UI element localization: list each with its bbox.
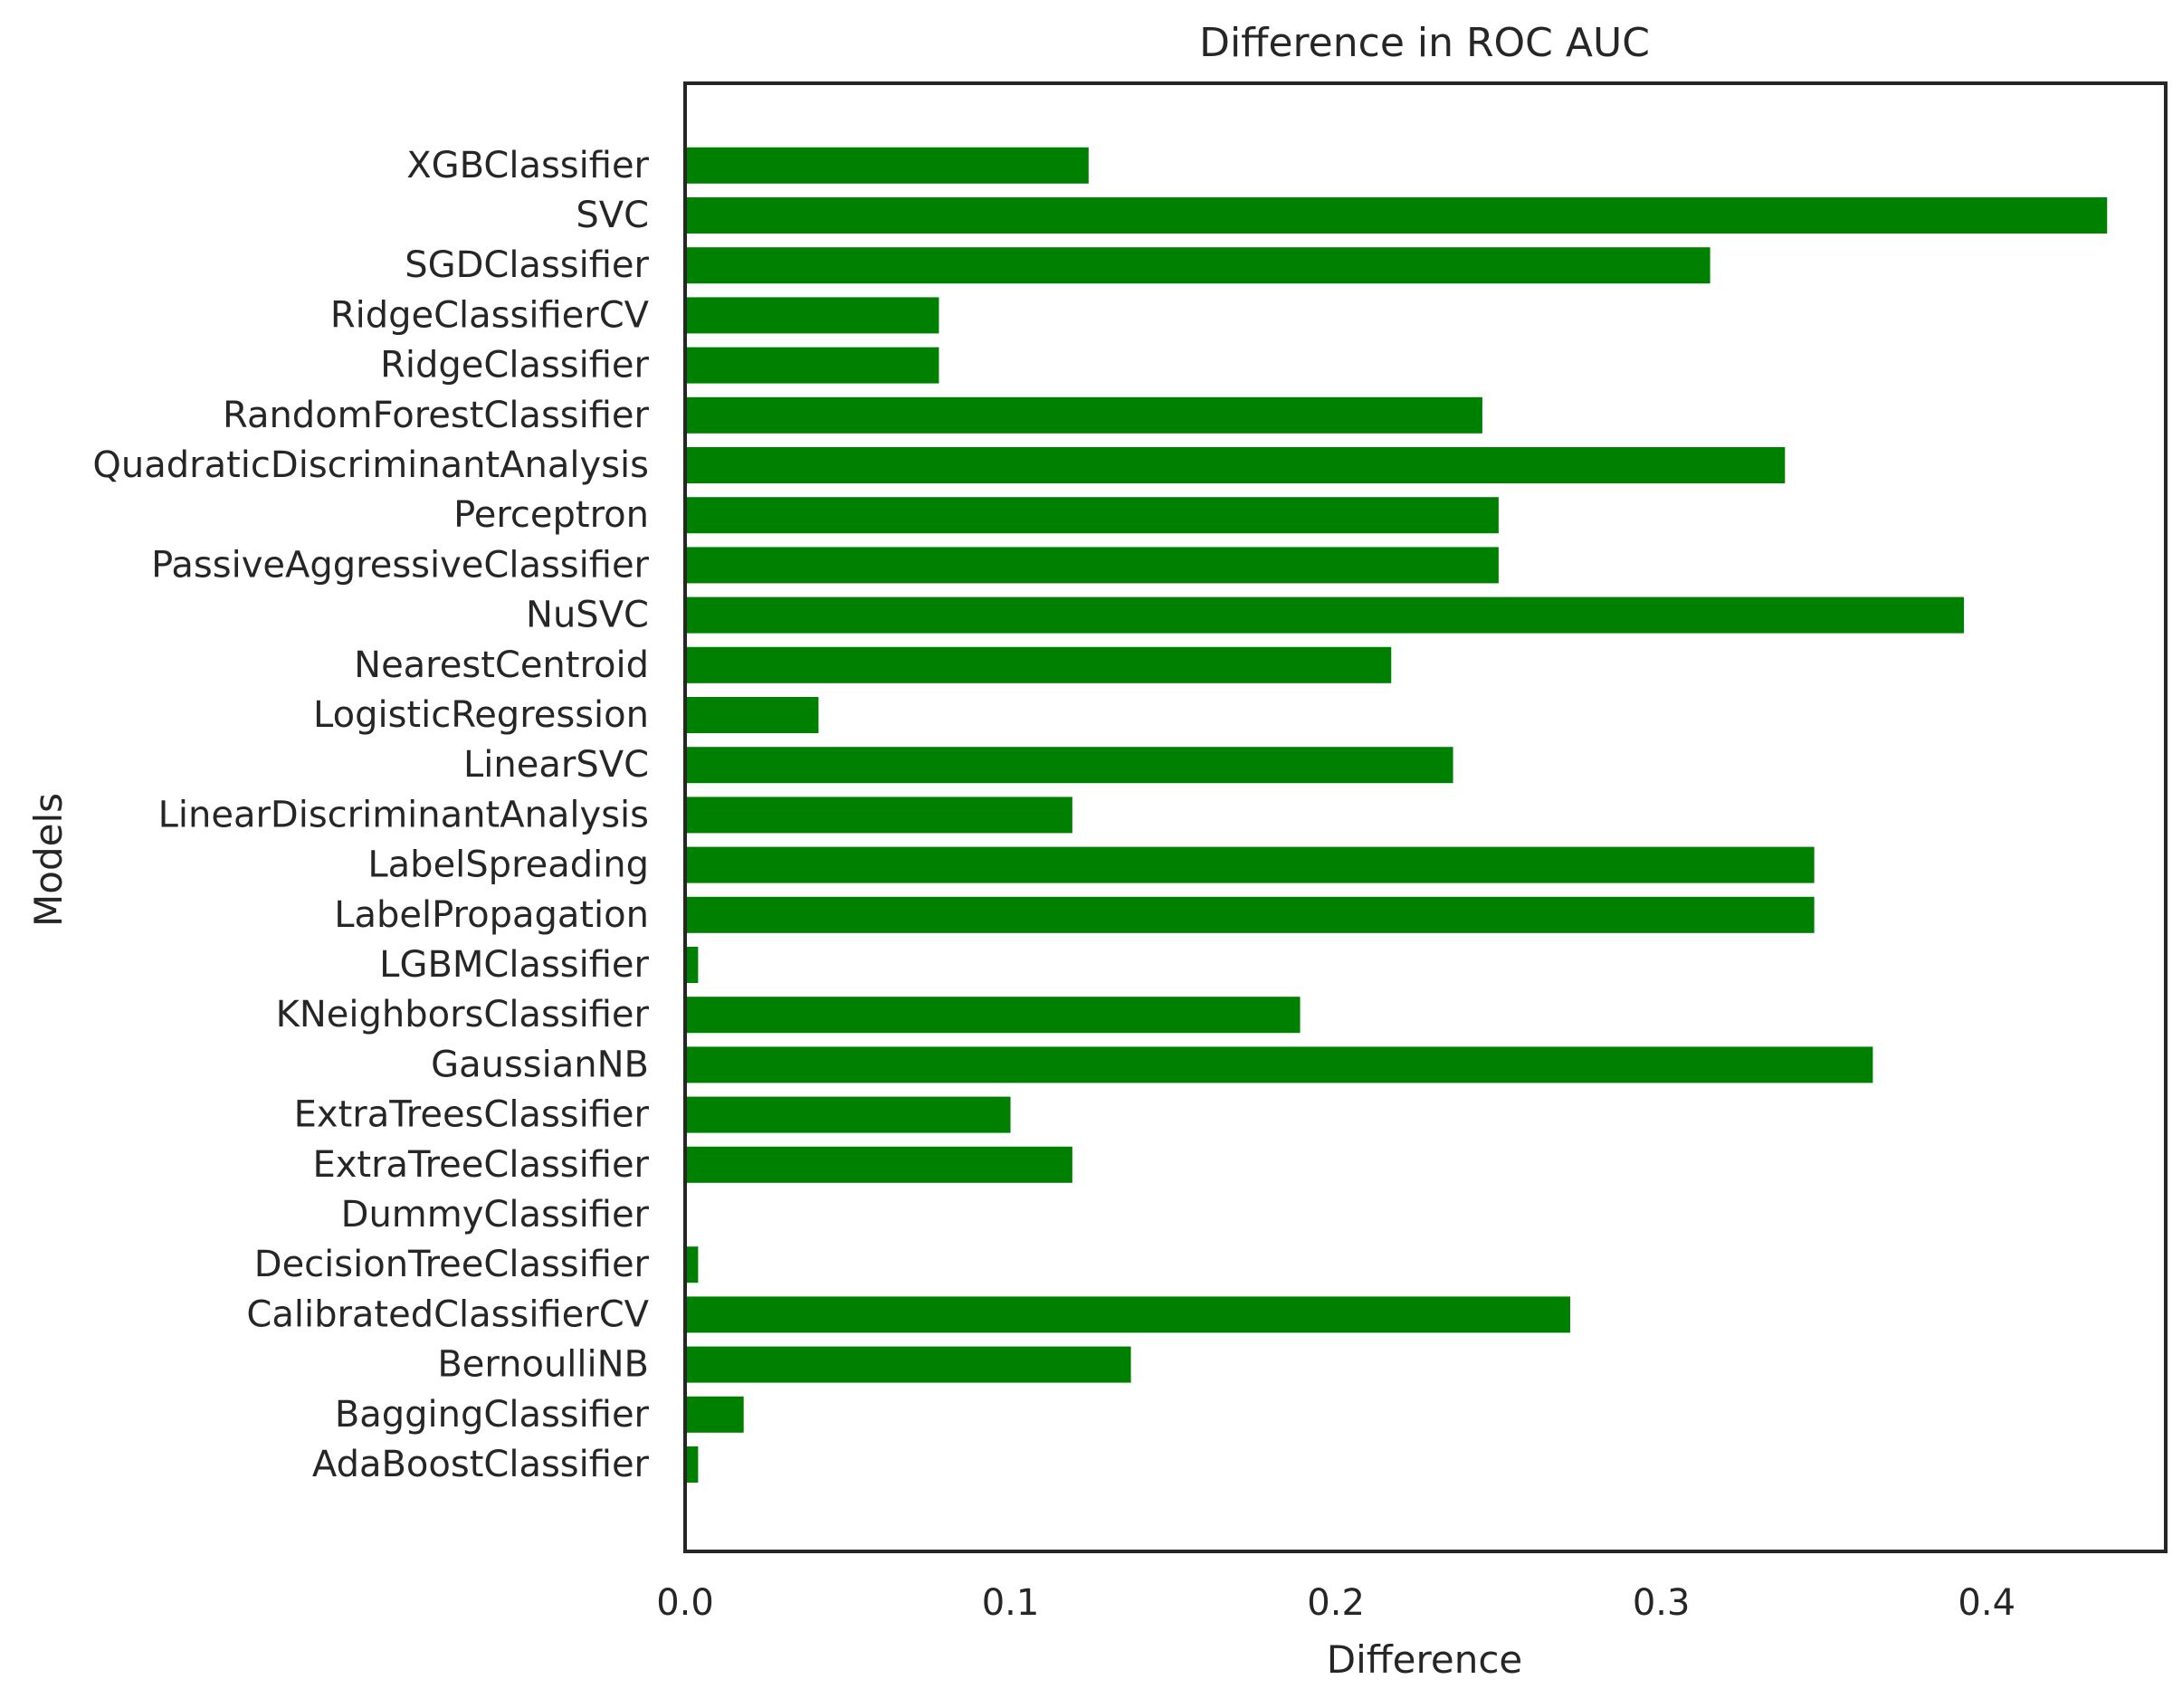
bar [685,1146,1072,1183]
bar [685,1446,699,1483]
y-tick-label: BaggingClassifier [335,1394,650,1436]
y-tick-label: RandomForestClassifier [223,395,650,436]
bar [685,447,1786,483]
y-tick-label: XGBClassifier [406,145,649,186]
x-tick-label: 0.3 [1633,1582,1691,1624]
y-tick-label: NearestCentroid [354,644,649,686]
bar [685,797,1072,834]
bar [685,997,1301,1034]
bar [685,896,1815,933]
bar [685,497,1499,534]
y-tick-label: DecisionTreeClassifier [254,1244,650,1285]
y-tick-label: LabelPropagation [334,894,649,936]
x-tick-label: 0.0 [656,1582,714,1624]
bar [685,147,1089,184]
y-tick-label: LogisticRegression [313,694,649,736]
y-tick-label: DummyClassifier [341,1194,650,1236]
bar [685,1246,699,1283]
bar [685,947,699,983]
y-tick-labels: AdaBoostClassifier BaggingClassifier Berno… [92,145,649,1485]
y-tick-label: RidgeClassifier [380,345,649,386]
x-tick-label: 0.2 [1307,1582,1365,1624]
bar [685,1396,744,1433]
y-tick-label: PassiveAggressiveClassifier [151,544,649,586]
y-tick-label: SVC [576,195,649,236]
x-tick-label: 0.1 [982,1582,1040,1624]
y-tick-label: QuadraticDiscriminantAnalysis [92,444,649,486]
y-tick-label: CalibratedClassifierCV [246,1293,649,1335]
bars-layer [685,147,2108,1483]
y-tick-label: LabelSpreading [367,844,649,886]
bar [685,547,1499,584]
bar [685,347,939,384]
y-tick-label: LGBMClassifier [379,944,649,986]
y-tick-label: Perceptron [453,494,649,536]
y-tick-label: ExtraTreesClassifier [294,1094,650,1136]
bar [685,297,939,334]
bar [685,646,1392,683]
y-tick-label: RidgeClassifierCV [330,294,650,336]
y-tick-label: NuSVC [526,595,649,636]
y-tick-label: BernoulliNB [437,1344,649,1386]
bar [685,396,1482,434]
plot-frame [683,81,2168,1553]
bar [685,1046,1873,1083]
x-tick-label: 0.4 [1958,1582,2015,1624]
y-tick-label: LinearSVC [463,744,649,786]
y-tick-label: ExtraTreeClassifier [312,1144,649,1186]
x-tick-labels: 0.0 0.1 0.2 0.3 0.4 [656,1582,2015,1624]
bar [685,747,1453,784]
bar [685,596,1965,634]
bar [685,197,2108,234]
chart-title: Difference in ROC AUC [1199,20,1650,66]
bar [685,1346,1131,1383]
y-tick-label: AdaBoostClassifier [312,1444,650,1485]
y-tick-label: SGDClassifier [405,244,649,286]
y-tick-label: LinearDiscriminantAnalysis [158,794,649,835]
y-tick-label: KNeighborsClassifier [276,994,650,1035]
bar [685,1096,1011,1133]
x-axis-label: Difference [1327,1637,1523,1682]
bar [685,1296,1571,1333]
bar [685,247,1710,284]
bar [685,697,819,733]
bar [685,846,1815,883]
y-tick-label: GaussianNB [431,1044,649,1085]
y-axis-label: Models [26,793,71,927]
